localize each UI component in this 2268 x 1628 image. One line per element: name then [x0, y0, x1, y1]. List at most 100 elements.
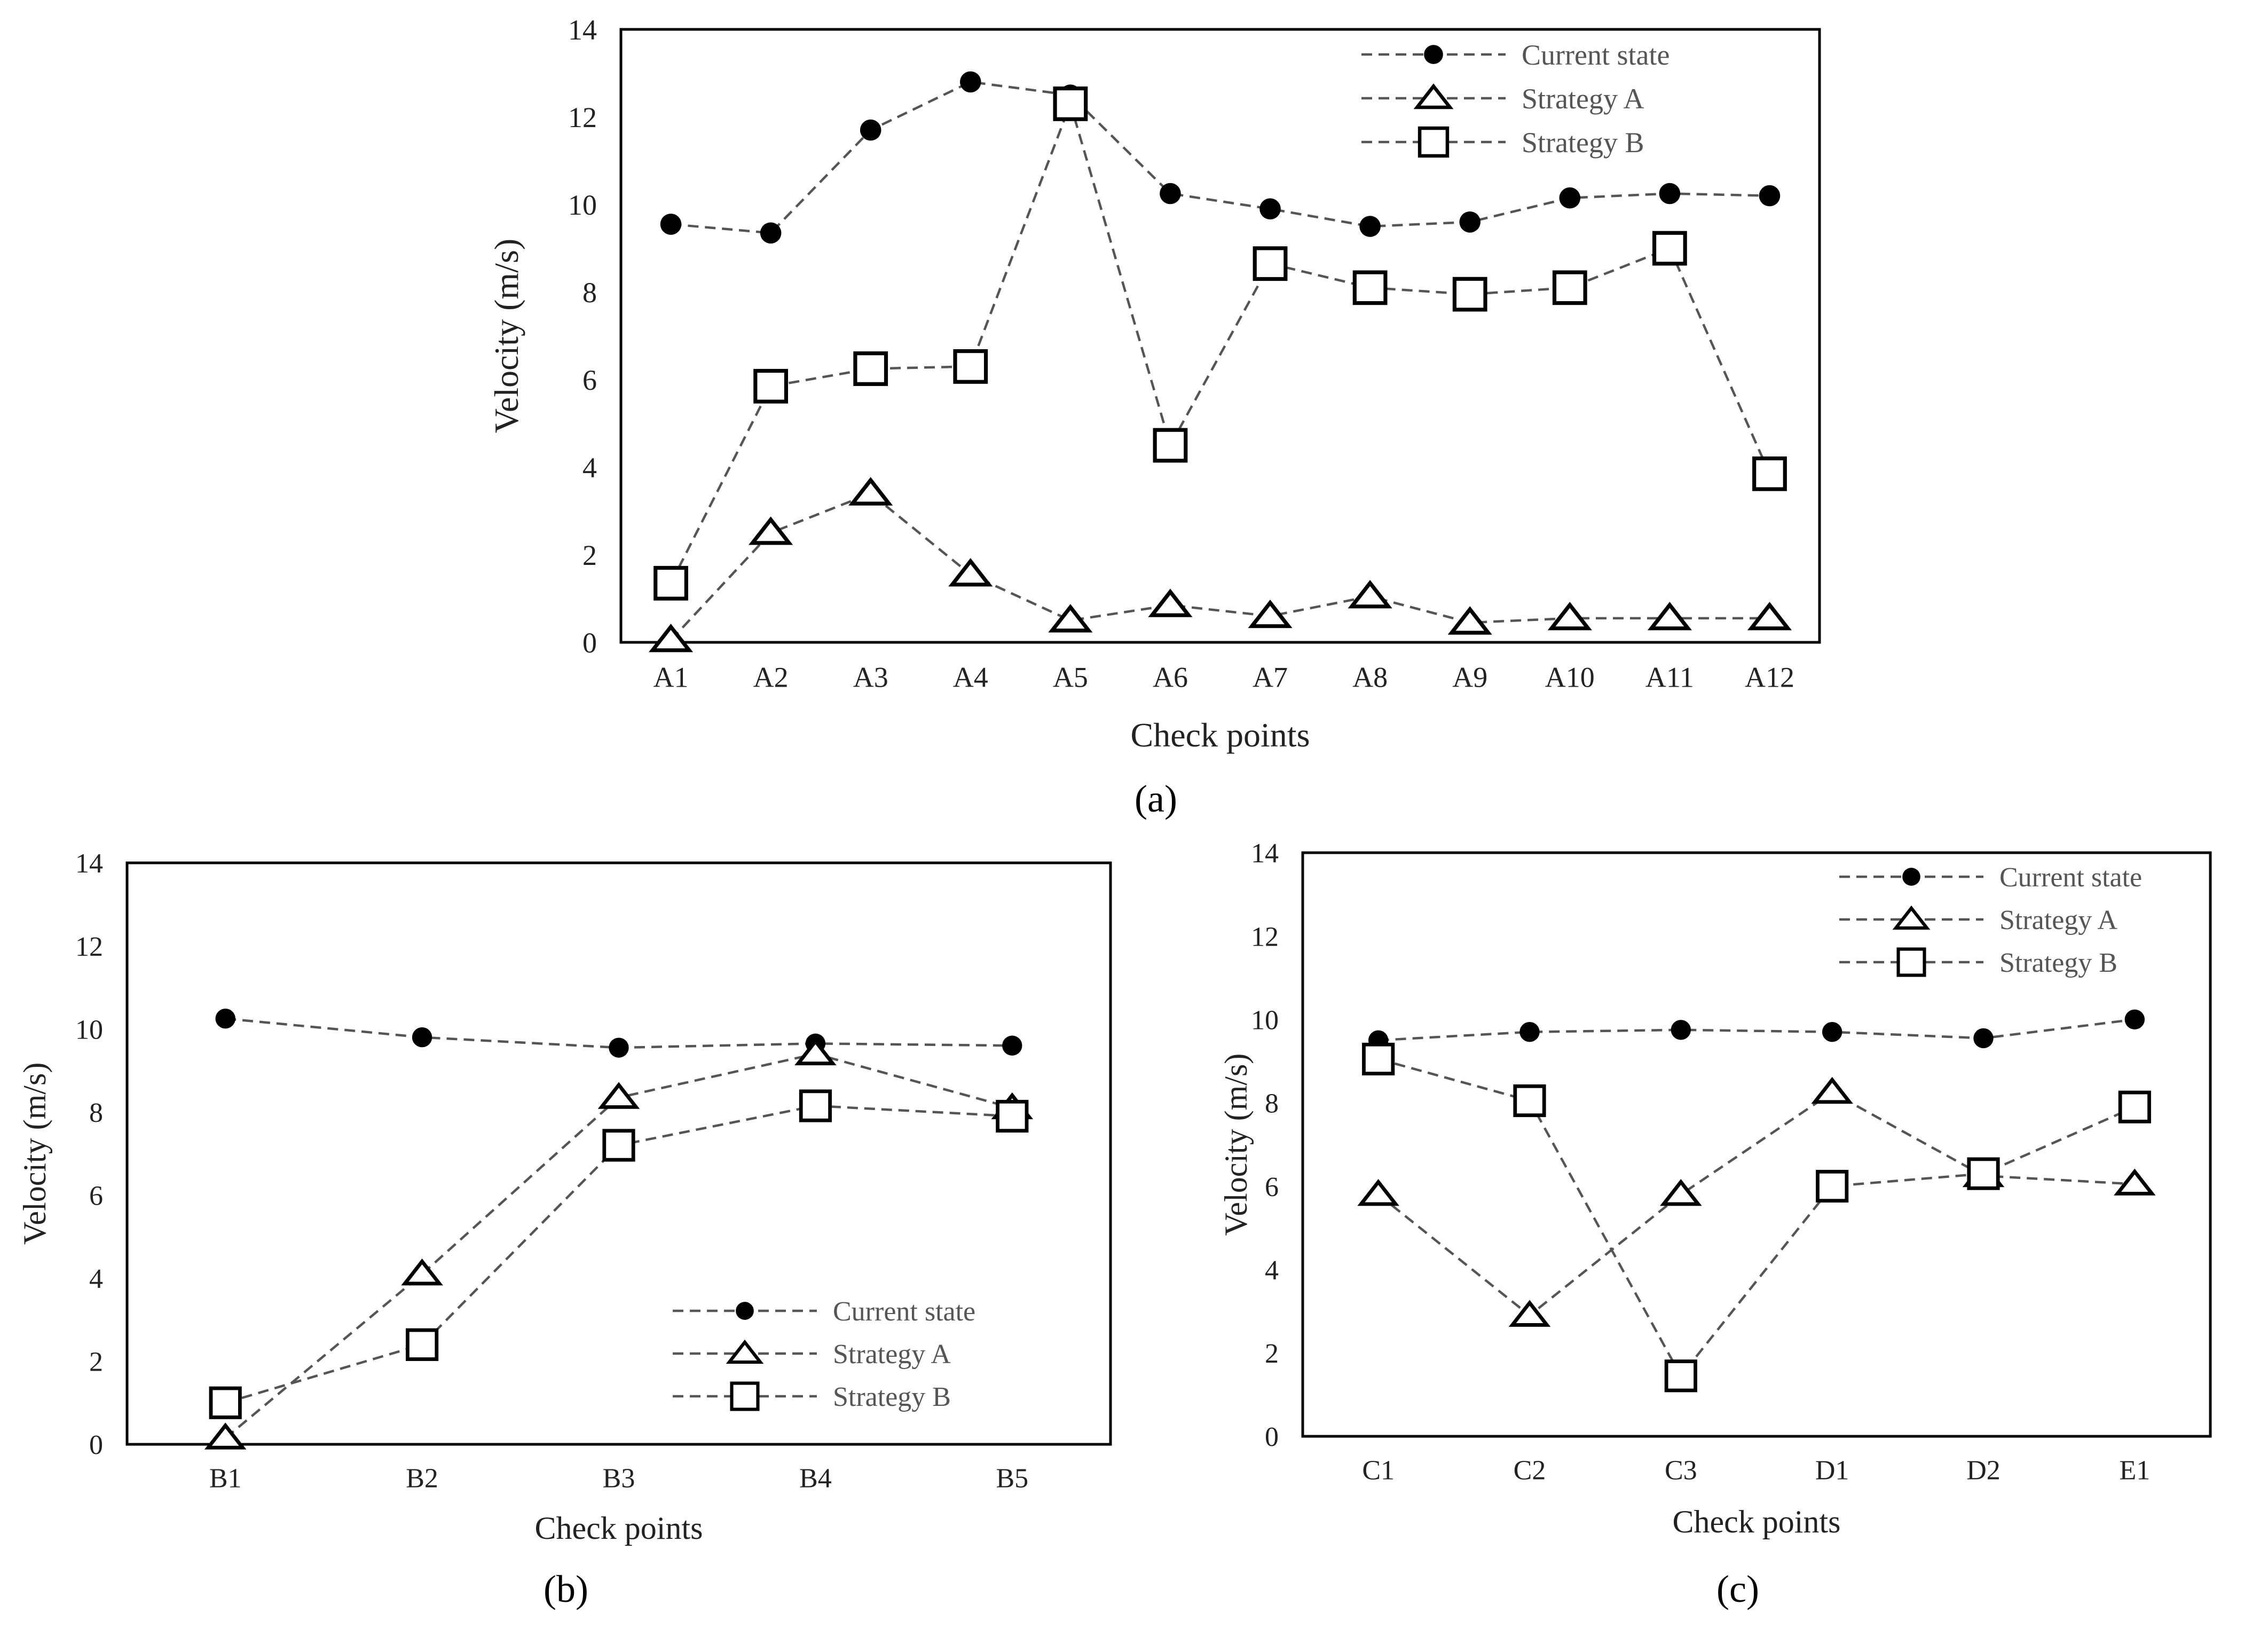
caption-c: (c) — [1716, 1568, 1759, 1610]
data-point-current-state-c — [2124, 1009, 2145, 1029]
legend-marker-strategy-a-c — [1892, 905, 1931, 930]
chart-a: 0 2 4 6 8 10 12 14 A1 A2 A3 A4 A5 A6 A7 A8 A9 A10 A11 A12 Ch… — [487, 14, 1821, 754]
x-tick-label-b: B3 — [603, 1464, 635, 1494]
data-point-current-state-a — [1759, 185, 1781, 207]
series-line-strategy-a-b — [224, 1052, 1013, 1440]
data-point-strategy-b-c — [1816, 1169, 1849, 1203]
legend-label-strategy-a-c: Strategy A — [1999, 905, 2117, 935]
legend-marker-current-state-b — [736, 1302, 754, 1320]
x-tick-label-a: A1 — [653, 662, 689, 694]
x-tick-label-b: B2 — [406, 1464, 438, 1494]
data-point-current-state-a — [1459, 211, 1481, 233]
series-strategy-a-a — [648, 477, 1792, 652]
caption-b: (b) — [544, 1568, 588, 1610]
x-tick-label-a: A2 — [753, 662, 789, 694]
y-tick-label-b: 14 — [75, 848, 103, 879]
y-tick-label-b: 8 — [89, 1098, 103, 1128]
x-tick-label-b: B5 — [996, 1464, 1028, 1494]
data-point-current-state-c — [1519, 1022, 1540, 1042]
x-tick-label-a: A12 — [1745, 662, 1794, 694]
data-point-strategy-a-b — [597, 1082, 640, 1109]
data-point-strategy-b-a — [1752, 456, 1787, 491]
legend-marker-strategy-b-a — [1418, 126, 1450, 158]
y-tick-label-b: 12 — [75, 932, 103, 962]
plot-frame-c — [1301, 851, 2212, 1438]
y-tick-label-b: 2 — [89, 1347, 103, 1378]
data-point-current-state-c — [1822, 1022, 1842, 1042]
caption-a: (a) — [1135, 777, 1177, 820]
y-tick-label-a: 10 — [568, 189, 597, 221]
series-line-current-state-a — [671, 81, 1770, 234]
data-point-current-state-a — [1559, 187, 1581, 209]
y-tick-label-c: 0 — [1265, 1422, 1279, 1452]
data-point-strategy-b-b — [406, 1328, 439, 1361]
y-axis-label-b: Velocity (m/s) — [17, 1063, 52, 1245]
legend-label-current-state-b: Current state — [833, 1296, 975, 1327]
legend-marker-strategy-b-b — [730, 1381, 760, 1411]
data-point-current-state-a — [760, 222, 782, 244]
data-point-current-state-c — [1671, 1020, 1691, 1040]
data-point-strategy-b-c — [1664, 1359, 1697, 1393]
y-tick-label-c: 12 — [1251, 922, 1279, 952]
data-point-strategy-a-a — [1747, 602, 1792, 631]
data-point-strategy-b-c — [2118, 1090, 2151, 1123]
series-strategy-a-c — [1357, 1076, 2156, 1327]
data-point-current-state-a — [1259, 198, 1281, 220]
x-tick-label-b: B4 — [799, 1464, 832, 1494]
legend-c: Current state Strategy A Strategy B — [1839, 862, 2142, 978]
data-point-strategy-a-b — [401, 1258, 443, 1286]
data-point-strategy-b-a — [1452, 277, 1487, 312]
x-tick-label-a: A9 — [1452, 662, 1487, 694]
data-point-strategy-a-a — [749, 516, 793, 545]
data-point-strategy-a-a — [1547, 602, 1592, 631]
y-tick-label-a: 14 — [568, 14, 597, 46]
x-tick-label-a: A8 — [1352, 662, 1388, 694]
data-point-strategy-a-c — [1508, 1300, 1551, 1327]
legend-label-strategy-b-a: Strategy B — [1522, 127, 1644, 159]
y-tick-label-a: 2 — [582, 539, 597, 571]
y-tick-label-b: 0 — [89, 1430, 103, 1460]
x-tick-label-c: C1 — [1362, 1456, 1395, 1486]
y-tick-label-b: 4 — [89, 1264, 103, 1294]
data-point-strategy-a-a — [948, 558, 993, 587]
x-tick-label-c: E1 — [2119, 1456, 2150, 1486]
data-point-current-state-b — [215, 1008, 235, 1029]
x-tick-label-a: A5 — [1053, 662, 1088, 694]
data-point-strategy-b-b — [996, 1099, 1029, 1133]
data-point-current-state-a — [1659, 183, 1681, 205]
x-tick-label-c: C2 — [1514, 1456, 1546, 1486]
series-current-state-a — [660, 71, 1781, 244]
x-tick-label-b: B1 — [209, 1464, 242, 1494]
data-point-current-state-a — [1359, 216, 1381, 237]
data-point-strategy-b-a — [1352, 270, 1388, 305]
data-point-strategy-a-a — [1348, 580, 1392, 609]
x-tick-label-a: A11 — [1645, 662, 1694, 694]
y-tick-label-a: 6 — [582, 364, 597, 396]
series-current-state-c — [1368, 1009, 2145, 1051]
data-point-current-state-a — [1160, 183, 1181, 205]
y-tick-label-c: 14 — [1251, 838, 1279, 869]
legend-marker-strategy-a-b — [726, 1339, 764, 1364]
y-tick-label-a: 0 — [582, 627, 597, 659]
data-point-strategy-a-a — [1647, 602, 1692, 631]
legend-marker-strategy-a-a — [1413, 83, 1454, 109]
series-line-strategy-a-c — [1377, 1091, 2135, 1317]
legend-label-current-state-a: Current state — [1522, 39, 1670, 71]
data-point-strategy-b-c — [1967, 1157, 2000, 1190]
series-strategy-b-c — [1362, 1042, 2151, 1393]
data-point-strategy-b-a — [1153, 428, 1188, 463]
series-strategy-b-b — [209, 1089, 1029, 1419]
x-tick-label-a: A6 — [1153, 662, 1188, 694]
data-point-strategy-a-b — [794, 1038, 837, 1066]
data-point-strategy-a-c — [2114, 1168, 2156, 1196]
series-line-current-state-c — [1378, 1018, 2135, 1042]
data-point-strategy-b-a — [853, 351, 888, 386]
data-point-strategy-b-b — [209, 1386, 242, 1419]
plot-frame-a — [619, 28, 1821, 644]
y-tick-label-a: 4 — [582, 452, 597, 484]
data-point-strategy-a-a — [1248, 599, 1293, 628]
data-point-current-state-a — [660, 214, 682, 235]
data-point-current-state-b — [1002, 1035, 1022, 1056]
data-point-strategy-b-c — [1362, 1042, 1395, 1076]
